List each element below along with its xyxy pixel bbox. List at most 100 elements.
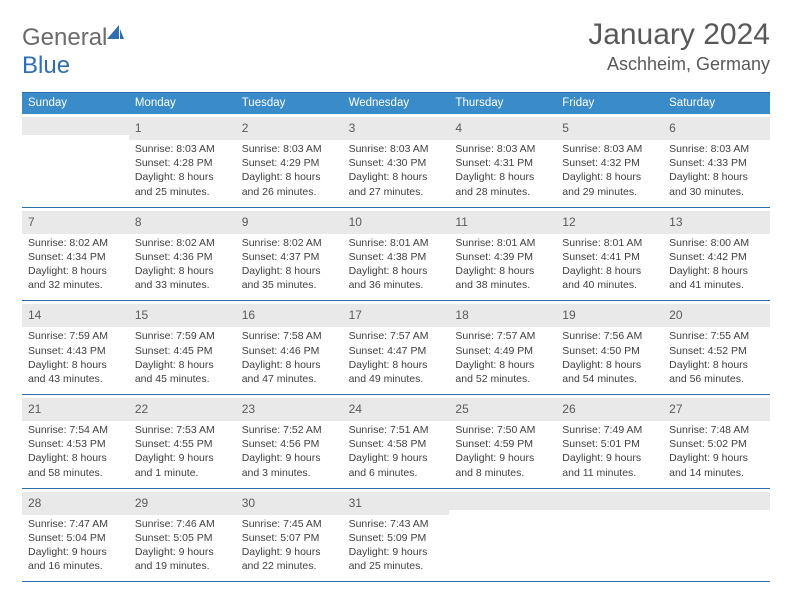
sunset-text: Sunset: 5:05 PM xyxy=(135,531,230,545)
sunrise-text: Sunrise: 7:57 AM xyxy=(455,329,550,343)
day-number-row: 3 xyxy=(343,117,450,140)
location: Aschheim, Germany xyxy=(588,54,770,75)
calendar-cell: 23Sunrise: 7:52 AMSunset: 4:56 PMDayligh… xyxy=(236,395,343,488)
day-number: 10 xyxy=(349,215,362,229)
day-number: 12 xyxy=(562,215,575,229)
day-number: 1 xyxy=(135,121,142,135)
sunset-text: Sunset: 5:09 PM xyxy=(349,531,444,545)
calendar-cell: 18Sunrise: 7:57 AMSunset: 4:49 PMDayligh… xyxy=(449,301,556,394)
day-number-row: 27 xyxy=(663,398,770,421)
sunset-text: Sunset: 4:42 PM xyxy=(669,250,764,264)
day-number: 13 xyxy=(669,215,682,229)
calendar-cell: 21Sunrise: 7:54 AMSunset: 4:53 PMDayligh… xyxy=(22,395,129,488)
daylight-text-2: and 6 minutes. xyxy=(349,466,444,480)
sunset-text: Sunset: 5:01 PM xyxy=(562,437,657,451)
day-number-row: 19 xyxy=(556,304,663,327)
logo-text-part1: General xyxy=(22,24,107,51)
daylight-text-1: Daylight: 8 hours xyxy=(242,358,337,372)
sunrise-text: Sunrise: 7:45 AM xyxy=(242,517,337,531)
daylight-text-1: Daylight: 8 hours xyxy=(28,451,123,465)
weekday-header: Saturday xyxy=(663,93,770,114)
header: GeneralBlue January 2024 Aschheim, Germa… xyxy=(22,18,770,80)
sunrise-text: Sunrise: 8:03 AM xyxy=(349,142,444,156)
daylight-text-2: and 45 minutes. xyxy=(135,372,230,386)
sunrise-text: Sunrise: 8:03 AM xyxy=(242,142,337,156)
daylight-text-1: Daylight: 9 hours xyxy=(455,451,550,465)
daylight-text-2: and 52 minutes. xyxy=(455,372,550,386)
sunset-text: Sunset: 4:29 PM xyxy=(242,156,337,170)
day-number: 21 xyxy=(28,402,41,416)
calendar-cell: 22Sunrise: 7:53 AMSunset: 4:55 PMDayligh… xyxy=(129,395,236,488)
calendar-cell: 4Sunrise: 8:03 AMSunset: 4:31 PMDaylight… xyxy=(449,114,556,207)
calendar-cell: 28Sunrise: 7:47 AMSunset: 5:04 PMDayligh… xyxy=(22,489,129,582)
calendar-cell: 17Sunrise: 7:57 AMSunset: 4:47 PMDayligh… xyxy=(343,301,450,394)
daylight-text-2: and 38 minutes. xyxy=(455,278,550,292)
daylight-text-1: Daylight: 8 hours xyxy=(562,170,657,184)
day-number-row: 17 xyxy=(343,304,450,327)
daylight-text-2: and 58 minutes. xyxy=(28,466,123,480)
day-number: 31 xyxy=(349,496,362,510)
sunrise-text: Sunrise: 7:52 AM xyxy=(242,423,337,437)
day-number-row: 21 xyxy=(22,398,129,421)
day-number: 5 xyxy=(562,121,569,135)
sunrise-text: Sunrise: 8:03 AM xyxy=(135,142,230,156)
calendar-cell: 5 Sunrise: 8:03 AMSunset: 4:32 PMDaylight… xyxy=(556,114,663,207)
daylight-text-1: Daylight: 8 hours xyxy=(135,170,230,184)
sunset-text: Sunset: 4:36 PM xyxy=(135,250,230,264)
daylight-text-2: and 27 minutes. xyxy=(349,185,444,199)
sunset-text: Sunset: 4:59 PM xyxy=(455,437,550,451)
sunrise-text: Sunrise: 7:43 AM xyxy=(349,517,444,531)
daylight-text-1: Daylight: 8 hours xyxy=(562,264,657,278)
logo-text: GeneralBlue xyxy=(22,24,127,80)
day-number-row: 1 xyxy=(129,117,236,140)
sunrise-text: Sunrise: 7:58 AM xyxy=(242,329,337,343)
sunset-text: Sunset: 4:32 PM xyxy=(562,156,657,170)
daylight-text-1: Daylight: 8 hours xyxy=(455,170,550,184)
daylight-text-1: Daylight: 8 hours xyxy=(349,264,444,278)
sunrise-text: Sunrise: 8:03 AM xyxy=(562,142,657,156)
daylight-text-2: and 56 minutes. xyxy=(669,372,764,386)
daylight-text-1: Daylight: 8 hours xyxy=(669,264,764,278)
daylight-text-1: Daylight: 9 hours xyxy=(669,451,764,465)
sunrise-text: Sunrise: 8:01 AM xyxy=(455,236,550,250)
day-number: 14 xyxy=(28,308,41,322)
daylight-text-2: and 1 minute. xyxy=(135,466,230,480)
day-number-row: 15 xyxy=(129,304,236,327)
sunset-text: Sunset: 4:52 PM xyxy=(669,344,764,358)
daylight-text-1: Daylight: 9 hours xyxy=(349,451,444,465)
day-number: 29 xyxy=(135,496,148,510)
month-title: January 2024 xyxy=(588,18,770,52)
calendar-cell: 10Sunrise: 8:01 AMSunset: 4:38 PMDayligh… xyxy=(343,208,450,301)
logo-text-part2: Blue xyxy=(22,52,70,79)
day-number-row: 25 xyxy=(449,398,556,421)
weekday-header: Sunday xyxy=(22,93,129,114)
daylight-text-2: and 35 minutes. xyxy=(242,278,337,292)
daylight-text-2: and 16 minutes. xyxy=(28,559,123,573)
calendar-cell: 8Sunrise: 8:02 AMSunset: 4:36 PMDaylight… xyxy=(129,208,236,301)
daylight-text-1: Daylight: 8 hours xyxy=(455,264,550,278)
sunset-text: Sunset: 4:41 PM xyxy=(562,250,657,264)
daylight-text-1: Daylight: 9 hours xyxy=(349,545,444,559)
day-number: 27 xyxy=(669,402,682,416)
calendar-cell: 3Sunrise: 8:03 AMSunset: 4:30 PMDaylight… xyxy=(343,114,450,207)
day-number: 20 xyxy=(669,308,682,322)
calendar-week: 21Sunrise: 7:54 AMSunset: 4:53 PMDayligh… xyxy=(22,395,770,489)
day-number-row xyxy=(22,117,129,135)
weekday-header: Thursday xyxy=(449,93,556,114)
daylight-text-2: and 14 minutes. xyxy=(669,466,764,480)
weekday-header: Friday xyxy=(556,93,663,114)
daylight-text-2: and 33 minutes. xyxy=(135,278,230,292)
sunset-text: Sunset: 5:02 PM xyxy=(669,437,764,451)
calendar-cell: 27Sunrise: 7:48 AMSunset: 5:02 PMDayligh… xyxy=(663,395,770,488)
day-number-row: 6 xyxy=(663,117,770,140)
daylight-text-1: Daylight: 8 hours xyxy=(669,358,764,372)
daylight-text-1: Daylight: 9 hours xyxy=(242,451,337,465)
sunrise-text: Sunrise: 7:51 AM xyxy=(349,423,444,437)
day-number: 24 xyxy=(349,402,362,416)
sunrise-text: Sunrise: 7:50 AM xyxy=(455,423,550,437)
day-number: 18 xyxy=(455,308,468,322)
sunrise-text: Sunrise: 7:55 AM xyxy=(669,329,764,343)
sunset-text: Sunset: 4:33 PM xyxy=(669,156,764,170)
daylight-text-2: and 29 minutes. xyxy=(562,185,657,199)
sunset-text: Sunset: 5:04 PM xyxy=(28,531,123,545)
